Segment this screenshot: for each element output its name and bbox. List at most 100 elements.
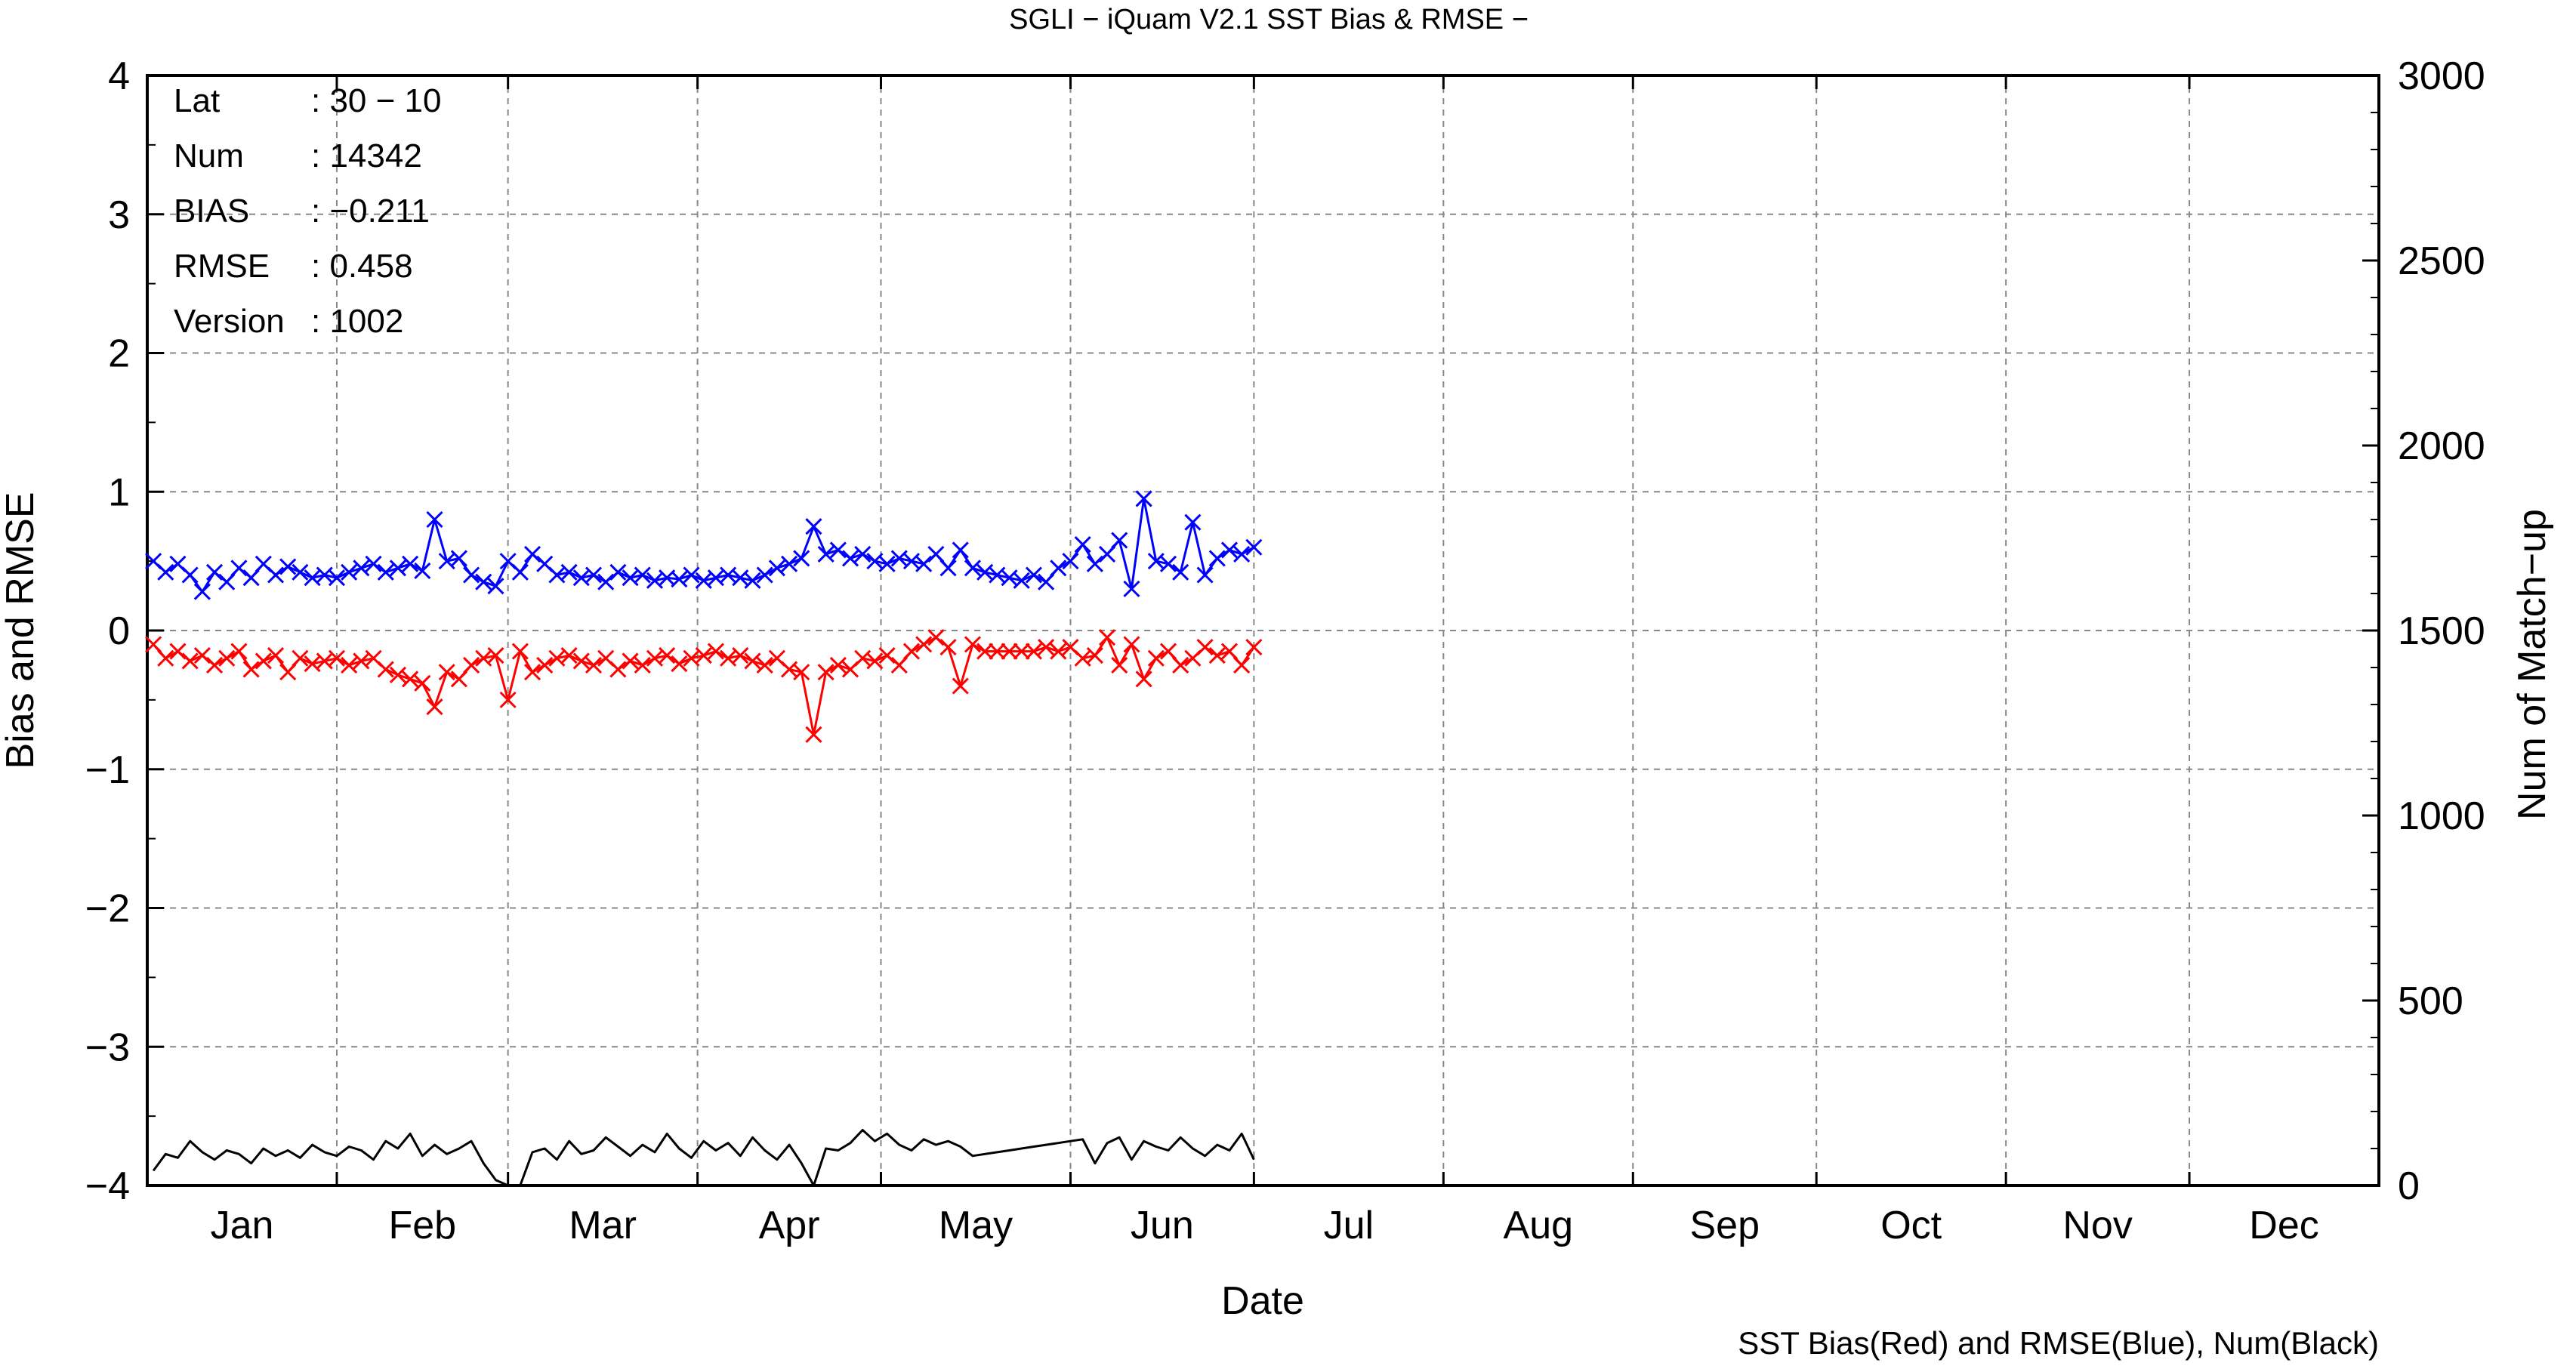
data-point-marker [1233,545,1251,563]
data-point-marker [585,656,603,674]
data-point-marker [242,569,260,587]
data-point-marker [866,652,884,670]
data-point-marker [450,550,467,567]
data-point-marker [1220,541,1239,559]
data-point-marker [511,643,529,660]
data-point-marker [1025,643,1042,660]
month-label: Feb [389,1204,457,1247]
data-point-marker [744,572,761,589]
data-point-marker [499,691,517,708]
data-point-marker [817,664,835,681]
data-point-marker [927,545,945,563]
y-axis-label-left: Bias and RMSE [0,492,42,769]
y-left-tick-label: 4 [108,54,130,98]
data-point-marker [1208,647,1226,664]
y-axis-label-right: Num of Match−up [2510,509,2554,820]
info-value: : −0.211 [311,193,430,230]
data-point-marker [1038,638,1055,656]
data-point-marker [1135,671,1152,688]
data-point-marker [292,649,309,667]
month-label: Jan [211,1204,274,1247]
data-point-marker [230,560,248,577]
chart-caption: SST Bias(Red) and RMSE(Blue), Num(Black) [1738,1325,2379,1361]
y-right-tick-label: 1500 [2398,609,2485,653]
data-point-marker [1135,490,1152,507]
data-point-marker [157,563,174,581]
month-label: Jun [1131,1204,1194,1247]
data-point-marker [487,647,504,664]
data-point-marker [328,569,346,587]
data-point-marker [915,555,933,572]
data-point-marker [475,573,492,590]
data-point-marker [205,563,224,581]
data-point-marker [536,656,554,674]
data-point-marker [1123,580,1140,597]
data-point-marker [671,655,688,673]
data-point-marker [1001,643,1018,660]
data-point-marker [1184,513,1202,531]
y-left-tick-label: −4 [85,1164,130,1208]
month-label: Aug [1504,1204,1574,1247]
data-point-marker [426,510,443,529]
info-value: : 0.458 [311,248,413,285]
data-point-marker [1196,566,1214,584]
data-point-marker [377,661,394,678]
data-point-marker [781,555,798,572]
data-point-marker [487,578,504,595]
data-point-marker [292,563,309,581]
num-series-line [152,1129,1255,1187]
data-point-marker [1233,656,1251,674]
data-point-marker [902,643,921,660]
data-point-marker [634,566,651,584]
rmse-series [145,490,1263,600]
data-point-marker [463,566,480,584]
data-point-marker [805,518,822,535]
y-right-tick-label: 1000 [2398,794,2485,838]
data-point-marker [1050,560,1067,577]
data-point-marker [597,573,615,590]
data-point-marker [205,656,224,674]
info-value: : 14342 [311,137,422,174]
data-point-marker [1013,643,1030,660]
data-point-marker [1098,545,1116,563]
month-label: Sep [1689,1204,1760,1247]
month-label: Apr [759,1204,820,1247]
data-point-marker [695,647,712,664]
data-point-marker [267,647,285,664]
info-label: BIAS [174,193,249,230]
y-right-tick-label: 2000 [2398,424,2485,468]
data-point-marker [1159,555,1177,572]
data-point-marker [1245,638,1263,656]
data-point-marker [1074,536,1091,553]
data-point-marker [609,563,627,581]
y-left-tick-label: 0 [108,609,130,653]
data-point-marker [438,664,455,681]
data-point-marker [1086,647,1103,664]
data-point-marker [450,671,467,688]
data-point-marker [793,550,810,567]
data-point-marker [1098,629,1116,646]
data-point-marker [463,656,480,674]
data-point-marker [218,649,236,667]
data-point-marker [671,570,688,588]
info-value: : 1002 [311,303,403,340]
data-point-marker [1196,638,1214,656]
axis-ticks [147,74,2379,1187]
data-point-marker [242,661,260,678]
data-point-marker [878,555,896,572]
data-point-marker [414,562,431,580]
data-point-marker [255,652,272,670]
data-point-marker [523,664,541,681]
y-right-tick-label: 3000 [2398,54,2485,98]
data-point-marker [890,656,908,674]
y-left-tick-labels: 4 3 2 1 0 −1 −2 −3 −4 [85,54,130,1208]
data-point-marker [157,649,174,667]
data-point-marker [365,555,382,572]
data-point-marker [829,541,847,559]
grid-lines [147,76,2379,1186]
data-point-marker [793,664,810,681]
info-label: RMSE [174,248,270,285]
data-point-marker [267,566,285,584]
data-point-marker [181,566,199,584]
